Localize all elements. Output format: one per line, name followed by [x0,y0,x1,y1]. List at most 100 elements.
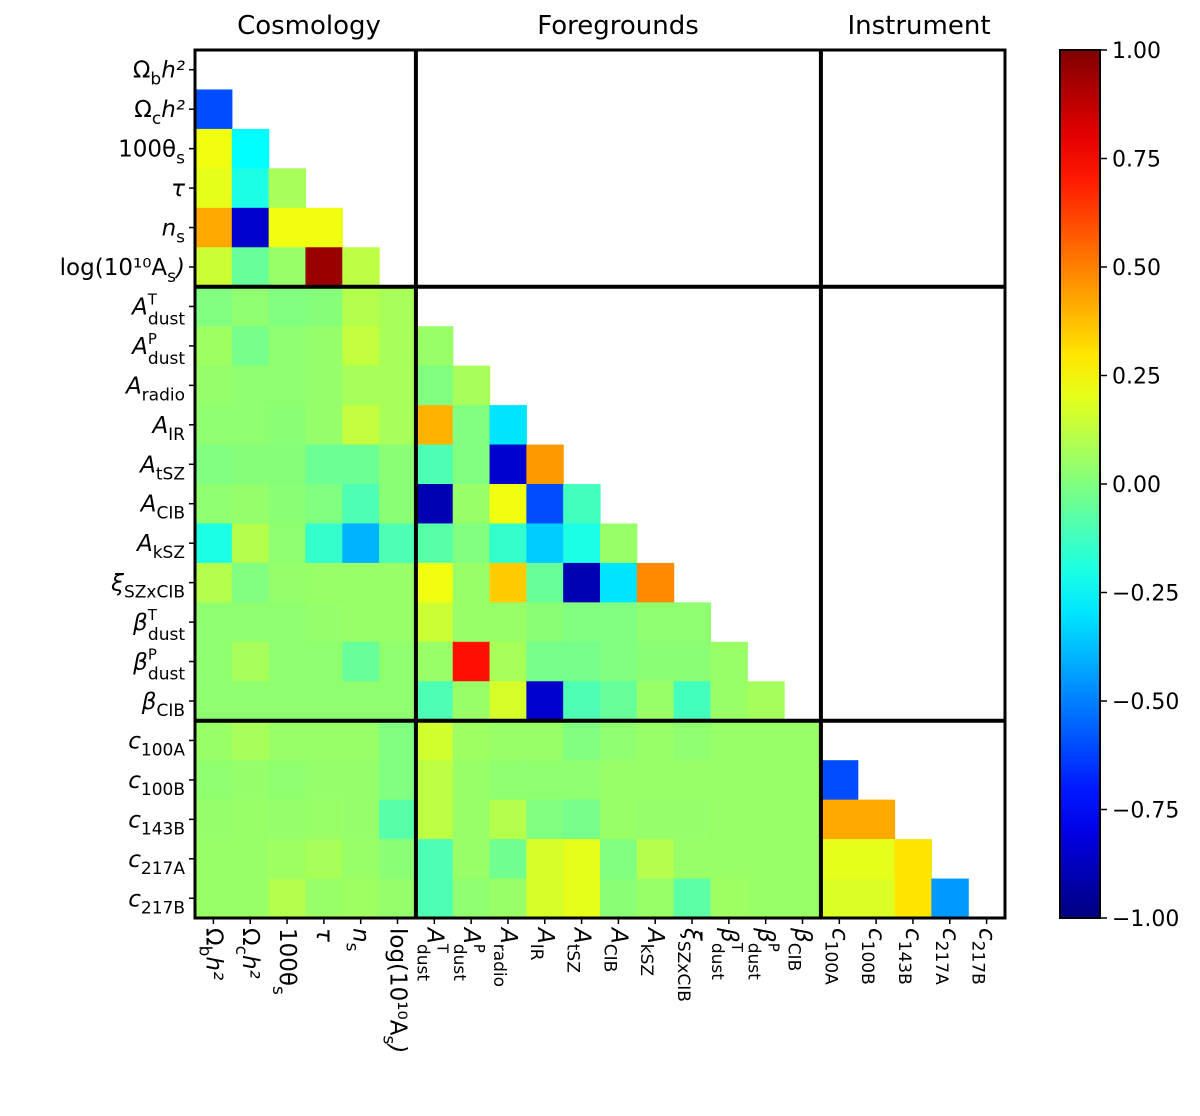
heatmap-cell [379,760,417,801]
heatmap-cell [526,562,564,603]
heatmap-cell [268,365,307,406]
x-tick-label-c143b: c143B [894,928,926,985]
svg-text:c143B: c143B [128,807,185,839]
svg-text:c143B: c143B [894,928,926,985]
heatmap-cell [820,760,859,801]
svg-text:100θs: 100θs [118,137,185,169]
heatmap-cell [379,444,417,485]
svg-text:ns: ns [162,216,186,248]
heatmap-cell [415,681,454,722]
heatmap-cell [489,562,527,603]
heatmap-cell [452,523,491,564]
x-tick-label-air: AIR [526,926,558,961]
heatmap-cell [195,720,233,761]
heatmap-cell [784,799,822,840]
heatmap-cell [673,799,712,840]
x-tick-label-c217b: c217B [968,928,1000,985]
heatmap-cell [600,799,638,840]
heatmap-cell [268,839,307,880]
heatmap-cell [526,444,564,485]
heatmap-cell [268,286,307,327]
svg-text:100θs: 100θs [268,928,300,995]
heatmap-cell [452,602,491,643]
heatmap-cell [673,760,712,801]
y-tick-label-cib: βCIB [141,689,185,721]
heatmap-cell [379,799,417,840]
heatmap-cell [342,484,380,525]
heatmap-cell [231,760,270,801]
heatmap-cell [231,720,270,761]
y-tick-label-adustp: AP dust [130,330,185,369]
colorbar-tick-label: 0.25 [1112,365,1161,390]
heatmap-cell [379,878,417,919]
svg-text:Ωbh²: Ωbh² [133,58,185,90]
svg-text:Ωch²: Ωch² [231,928,263,979]
y-tick-label-dustt: βT dust [132,606,185,645]
heatmap-cell [563,562,601,603]
heatmap-cell [342,839,380,880]
heatmap-cell [894,878,932,919]
heatmap-cell [489,760,527,801]
svg-text:c100A: c100A [820,928,852,985]
x-tick-label-log10as: log(10¹⁰As) [379,928,411,1053]
svg-text:ACIB: ACIB [599,926,631,972]
heatmap-cell [710,760,748,801]
heatmap-cell [415,326,454,367]
heatmap-cell [305,286,343,327]
heatmap-cell [563,839,601,880]
y-tick-label-aksz: AkSZ [135,531,185,563]
heatmap-cell [489,602,527,643]
heatmap-cell [268,405,307,446]
heatmap-cell [305,641,343,682]
svg-text:ATdust: ATdust [130,290,185,329]
y-tick-label-100s: 100θs [118,137,185,169]
heatmap-cell [415,602,454,643]
heatmap-cell [231,128,270,169]
heatmap-cell [415,523,454,564]
y-tick-label-acib: ACIB [139,492,185,524]
heatmap-cell [195,799,233,840]
heatmap-cell [710,799,748,840]
heatmap-cell [489,444,527,485]
heatmap-cell [600,641,638,682]
heatmap-cell [452,760,491,801]
heatmap-cell [452,405,491,446]
heatmap-cell [305,760,343,801]
heatmap-cell [231,602,270,643]
heatmap-cell [379,326,417,367]
heatmap-cell [747,760,785,801]
heatmap-cell [415,839,454,880]
y-tick-label-dustp: βP dust [132,646,185,685]
x-tick-label-param: τ [311,928,337,942]
svg-text:βCIB: βCIB [141,689,185,721]
heatmap-cell [673,878,712,919]
heatmap-cell [563,484,601,525]
heatmap-cell [231,405,270,446]
y-tick-label-c100a: c100A [128,728,185,760]
heatmap-cell [710,641,748,682]
svg-text:c217A: c217A [128,847,185,879]
heatmap-cell [268,878,307,919]
heatmap-cell [489,799,527,840]
colorbar-tick-label: −0.25 [1112,582,1179,607]
heatmap-cell [857,839,896,880]
heatmap-cell [342,326,380,367]
heatmap-cell [415,562,454,603]
svg-text:ATdust: ATdust [412,926,451,981]
y-tick-label-log10as: log(10¹⁰As) [60,255,185,287]
heatmap-cell [195,523,233,564]
heatmap-cell [894,839,932,880]
heatmap-cell [268,168,307,209]
heatmap-cell [710,720,748,761]
heatmap-cell [600,720,638,761]
heatmap-cell [600,760,638,801]
svg-text:APdust: APdust [449,926,488,981]
heatmap-cell [452,484,491,525]
svg-text:c100B: c100B [857,928,889,985]
colorbar-tick-label: 0.00 [1112,473,1161,498]
group-title-cosmology: Cosmology [237,11,381,41]
heatmap-cell [231,444,270,485]
colorbar-tick-label: −1.00 [1112,907,1179,932]
